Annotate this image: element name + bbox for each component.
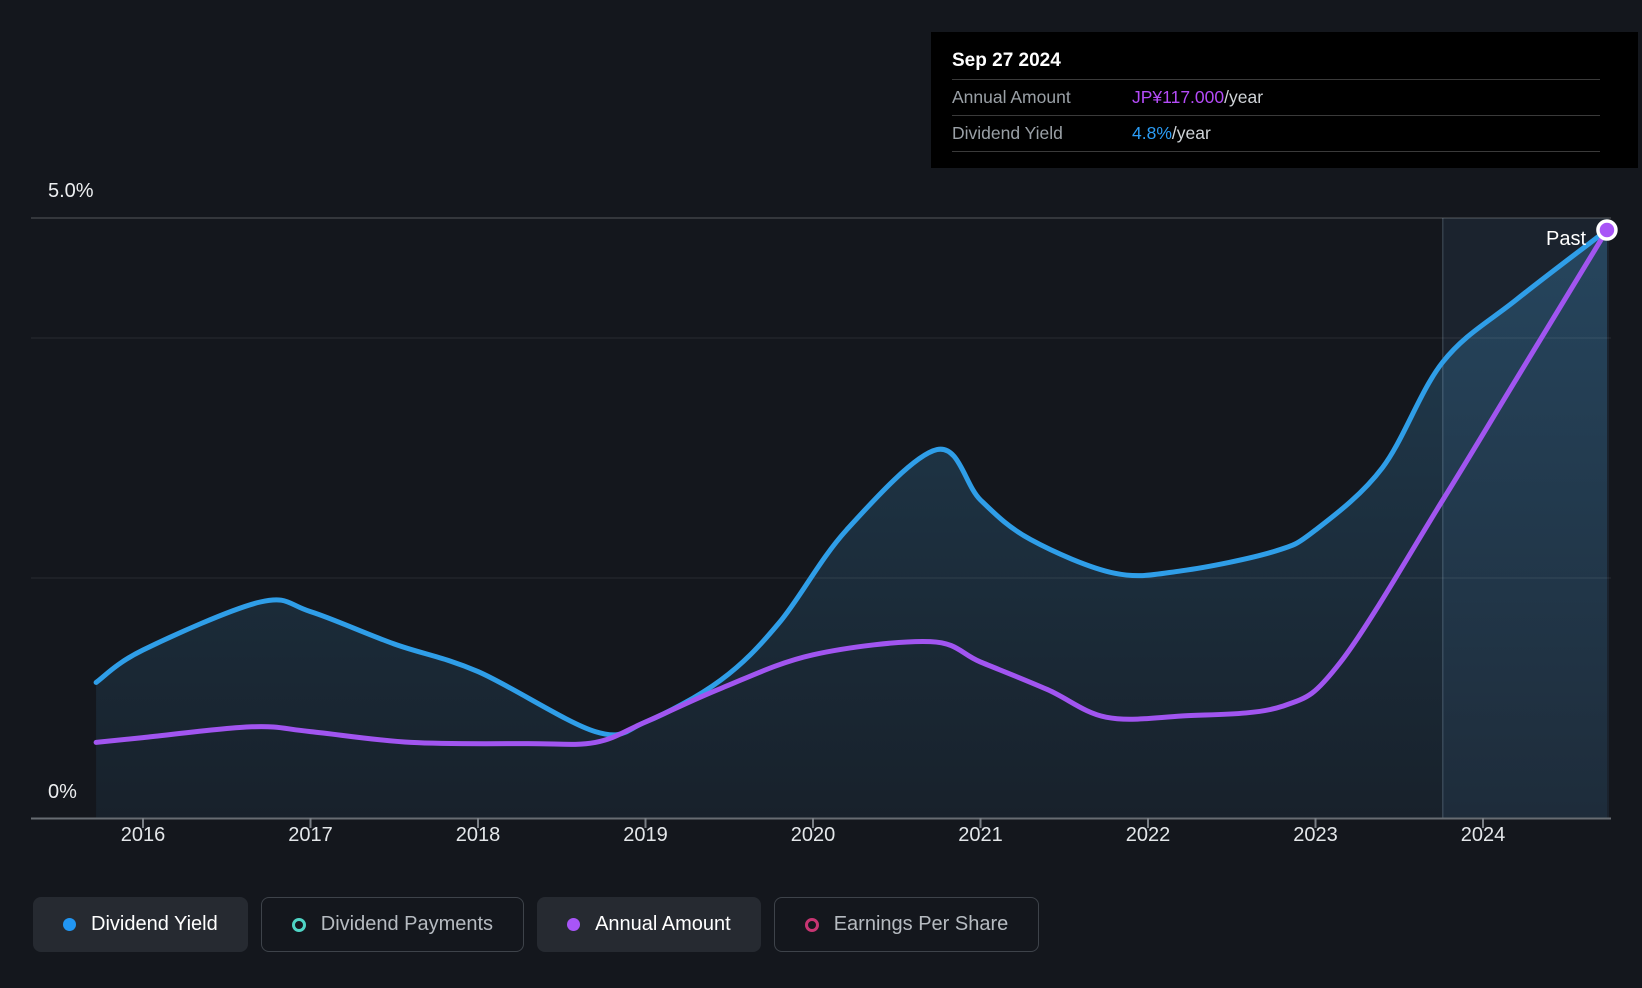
- legend-label: Annual Amount: [595, 913, 731, 935]
- tooltip-row-label: Annual Amount: [952, 87, 1071, 107]
- tooltip-row-value: 4.8%: [1132, 123, 1172, 143]
- legend-button-dividend-payments[interactable]: Dividend Payments: [260, 897, 525, 952]
- dividend-payments-marker-icon: [291, 917, 306, 932]
- x-axis-label-2020: 2020: [790, 824, 836, 846]
- x-axis-label-2018: 2018: [455, 824, 501, 846]
- dividend-yield-marker-icon: [63, 918, 76, 931]
- tooltip-row-dividend-yield: Dividend Yield 4.8%/year: [952, 116, 1600, 152]
- tooltip-row-suffix: /year: [1171, 123, 1211, 143]
- tooltip-rows: Annual Amount JP¥117.000/year Dividend Yie…: [952, 80, 1600, 152]
- tooltip-row-label: Dividend Yield: [952, 123, 1063, 143]
- chart-tooltip: Sep 27 2024 Annual Amount JP¥117.000/year…: [931, 32, 1638, 168]
- x-axis-label-2024: 2024: [1460, 824, 1506, 846]
- tooltip-date: Sep 27 2024: [952, 32, 1600, 80]
- x-axis-label-2016: 2016: [120, 824, 166, 846]
- endpoint-marker: [1596, 219, 1618, 241]
- legend-button-earnings-per-share[interactable]: Earnings Per Share: [773, 897, 1040, 952]
- x-axis-label-2019: 2019: [623, 824, 668, 846]
- x-axis-label-2022: 2022: [1125, 824, 1171, 846]
- chart-legend: Dividend Yield Dividend Payments Annual Am…: [33, 897, 1040, 952]
- tooltip-row-suffix: /year: [1224, 87, 1264, 107]
- legend-button-dividend-yield[interactable]: Dividend Yield: [33, 897, 248, 952]
- legend-label: Dividend Yield: [91, 913, 218, 935]
- y-axis-max-label: 5.0%: [48, 180, 94, 202]
- dividend-yield-line: [93, 227, 1610, 738]
- past-label: Past: [1546, 228, 1587, 250]
- annual-amount-marker-icon: [567, 918, 581, 931]
- x-axis-label-2023: 2023: [1293, 824, 1338, 846]
- y-axis-min-label: 0%: [48, 781, 77, 803]
- annual-amount-line: [93, 227, 1610, 747]
- tooltip-row-value: JP¥117.000: [1132, 87, 1225, 107]
- x-axis-label-2017: 2017: [288, 824, 333, 846]
- legend-label: Earnings Per Share: [833, 913, 1009, 935]
- legend-label: Dividend Payments: [320, 913, 494, 935]
- tooltip-row-annual-amount: Annual Amount JP¥117.000/year: [952, 80, 1600, 116]
- legend-button-annual-amount[interactable]: Annual Amount: [537, 897, 761, 952]
- x-axis-label-2021: 2021: [958, 824, 1003, 846]
- earnings-per-share-marker-icon: [804, 917, 819, 932]
